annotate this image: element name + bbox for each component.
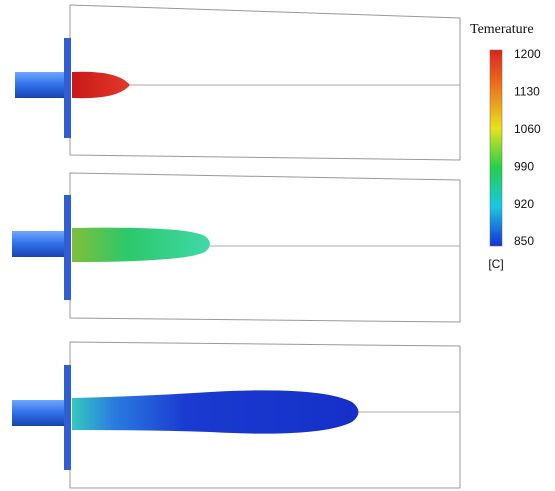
panel-3 [12, 342, 460, 488]
colorbar-tick-label: 920 [514, 197, 534, 211]
figure: Temerature [C] 1200 1130 1060 990 920 850 [0, 0, 555, 491]
colorbar-unit: [C] [488, 257, 503, 271]
panel-1 [15, 5, 460, 160]
colorbar-tick-label: 990 [514, 159, 534, 173]
colorbar: Temerature [C] 1200 1130 1060 990 920 850 [470, 22, 541, 271]
colorbar-title: Temerature [470, 22, 534, 37]
panel-2 [12, 173, 460, 322]
colorbar-scale [490, 50, 502, 246]
colorbar-tick-label: 1200 [514, 47, 541, 61]
colorbar-tick-label: 1130 [514, 85, 540, 99]
colorbar-tick-label: 850 [514, 234, 534, 248]
colorbar-tick-label: 1060 [514, 122, 541, 136]
